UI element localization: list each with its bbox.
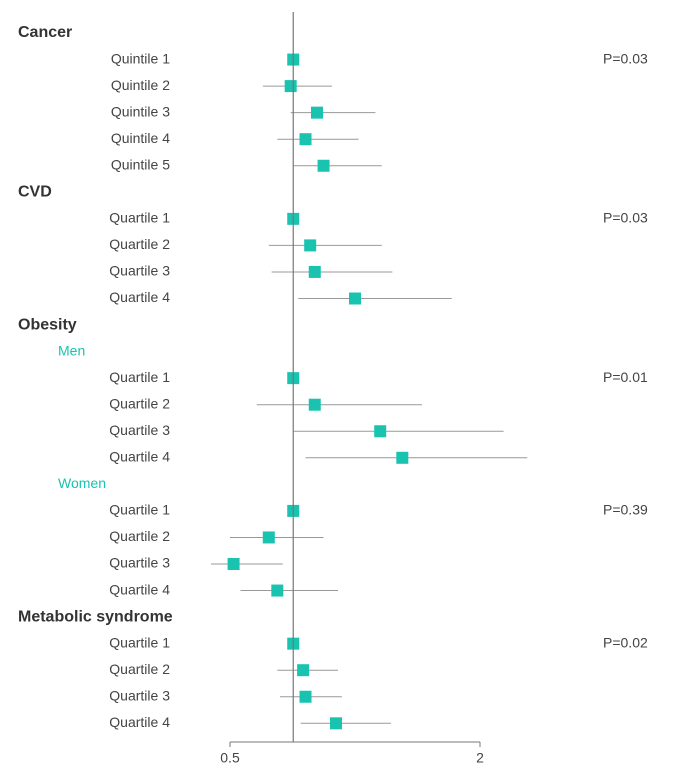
group-label: Obesity [18,316,77,333]
row-label: Quartile 4 [109,449,170,465]
row-label: Quartile 2 [109,395,170,411]
row-label: Quartile 4 [109,714,170,730]
row-label: Quintile 5 [111,156,170,172]
row-label: Quartile 4 [109,289,170,305]
estimate-marker [308,265,321,278]
estimate-marker [299,690,312,703]
row-label: Quartile 1 [109,369,170,385]
x-tick-label: 0.5 [220,750,240,765]
estimate-marker [304,239,317,252]
estimate-marker [317,159,330,172]
row-label: Quartile 1 [109,502,170,518]
row-label: Quartile 2 [109,661,170,677]
row-label: Quartile 3 [109,263,170,279]
p-value-label: P=0.39 [603,502,648,518]
row-label: Quartile 2 [109,236,170,252]
p-value-label: P=0.01 [603,369,648,385]
estimate-marker [262,531,275,544]
row-label: Quartile 3 [109,555,170,571]
row-label: Quartile 4 [109,581,170,597]
subgroup-label: Women [58,475,106,491]
x-axis: 0.5 2 [220,12,484,765]
estimate-marker [299,133,312,146]
row-label: Quintile 3 [111,103,170,119]
subgroup-label: Men [58,342,85,358]
x-tick-label: 2 [476,750,484,765]
row-label: Quartile 3 [109,687,170,703]
p-value-label: P=0.02 [603,634,648,650]
row-label: Quartile 1 [109,634,170,650]
p-value-label: P=0.03 [603,50,648,66]
estimate-marker [308,398,321,411]
estimate-marker [349,292,361,305]
row-label: Quintile 4 [111,130,170,146]
estimate-marker [284,80,297,93]
estimate-marker [310,106,323,119]
row-label: Quintile 2 [111,77,170,93]
estimate-marker [227,558,240,570]
estimate-marker [271,584,284,597]
group-label: CVD [18,184,52,201]
estimate-marker [396,451,409,464]
row-label: Quintile 1 [111,50,170,66]
row-label: Quartile 3 [109,422,170,438]
estimate-marker [374,425,387,438]
row-label: Quartile 1 [109,210,170,226]
estimate-marker [329,717,342,730]
estimate-marker [297,664,310,677]
plot-rows: Cancer Quintile 1 P=0.03 Quintile 2 Quintile… [18,24,648,730]
plot-marks [210,53,528,730]
group-label: Metabolic syndrome [18,608,173,625]
group-label: Cancer [18,24,72,41]
p-value-label: P=0.03 [603,210,648,226]
row-label: Quartile 2 [109,528,170,544]
